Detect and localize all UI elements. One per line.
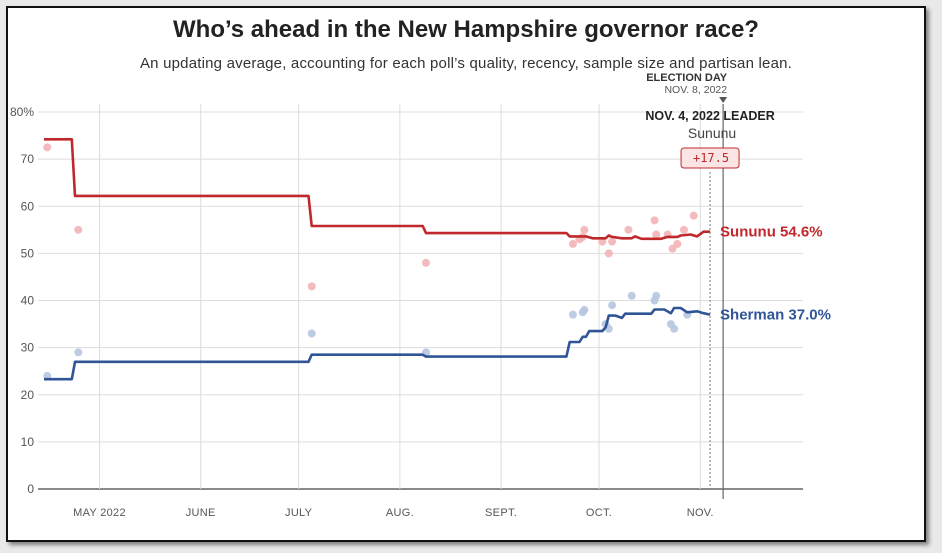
- poll-dot-sununu: [673, 239, 682, 248]
- page-title: Who’s ahead in the New Hampshire governo…: [173, 16, 759, 43]
- x-tick-label: JULY: [285, 507, 313, 519]
- poll-dot-sherman: [580, 305, 589, 314]
- page-subtitle: An updating average, accounting for each…: [139, 55, 793, 72]
- average-line-sununu: [44, 138, 711, 241]
- x-tick-label: NOV.: [687, 507, 714, 519]
- average-lines: [44, 138, 711, 381]
- poll-dot-sherman: [43, 371, 52, 380]
- poll-dot-sununu: [568, 239, 577, 248]
- y-tick-label: 80%: [10, 105, 34, 119]
- poll-dot-sununu: [604, 249, 613, 258]
- poll-dot-sununu: [422, 258, 430, 267]
- y-tick-label: 10: [21, 435, 35, 449]
- chart-frame: Who’s ahead in the New Hampshire governo…: [6, 6, 926, 542]
- poll-dot-sununu: [43, 143, 52, 152]
- poll-dot-sununu: [74, 225, 83, 234]
- poll-dot-sununu: [652, 230, 661, 239]
- poll-dot-sununu: [624, 225, 633, 234]
- average-line-sherman: [44, 306, 711, 381]
- x-tick-label: OCT.: [586, 507, 612, 519]
- leader-date-label: NOV. 4, 2022 LEADER: [645, 109, 774, 123]
- x-tick-label: AUG.: [386, 507, 414, 519]
- leader-margin-badge: [680, 147, 740, 169]
- poll-dots: [43, 143, 698, 380]
- poll-dot-sununu: [650, 216, 659, 225]
- y-tick-label: 60: [21, 199, 35, 213]
- y-tick-label: 20: [21, 388, 35, 402]
- election-day-date: NOV. 8, 2022: [664, 84, 727, 96]
- leader-margin: +17.5: [693, 151, 729, 165]
- poll-dot-sununu: [608, 237, 617, 246]
- poll-dot-sununu: [580, 225, 589, 234]
- poll-dot-sherman: [670, 324, 679, 333]
- end-labels: Sununu 54.6% Sherman 37.0%: [720, 224, 831, 324]
- poll-dot-sherman: [74, 348, 83, 357]
- poll-dot-sununu: [679, 225, 688, 234]
- y-tick-label: 30: [21, 341, 35, 355]
- end-label-sherman: Sherman 37.0%: [720, 307, 831, 324]
- axes: 0 10 20 30 40 50 60 70 80% MAY 2022 JUNE JULY AUG. SE…: [10, 105, 714, 519]
- y-tick-label: 50: [21, 246, 35, 260]
- poll-dot-sherman: [608, 301, 617, 310]
- poll-dot-sherman: [307, 329, 316, 338]
- election-day-label: ELECTION DAY: [646, 72, 728, 84]
- x-tick-label: SEPT.: [485, 507, 517, 519]
- grid: [38, 104, 803, 490]
- leader-name: Sununu: [688, 125, 736, 141]
- y-tick-label: 70: [21, 152, 35, 166]
- poll-dot-sherman: [627, 291, 636, 300]
- end-label-sununu: Sununu 54.6%: [720, 224, 823, 241]
- x-tick-label: JUNE: [186, 507, 216, 519]
- poll-dot-sherman: [568, 310, 577, 319]
- y-tick-label: 0: [27, 482, 34, 496]
- poll-dot-sununu: [689, 211, 698, 220]
- poll-dot-sherman: [652, 291, 661, 300]
- election-day-marker: [719, 97, 728, 103]
- annotations: ELECTION DAY NOV. 8, 2022 NOV. 4, 2022 L…: [645, 72, 775, 499]
- poll-dot-sununu: [307, 282, 316, 291]
- y-tick-label: 40: [21, 294, 35, 308]
- x-tick-label: MAY 2022: [73, 507, 126, 519]
